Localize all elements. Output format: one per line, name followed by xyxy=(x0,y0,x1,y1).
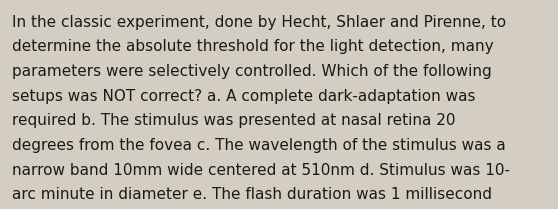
Text: In the classic experiment, done by Hecht, Shlaer and Pirenne, to: In the classic experiment, done by Hecht… xyxy=(12,15,507,30)
Text: parameters were selectively controlled. Which of the following: parameters were selectively controlled. … xyxy=(12,64,492,79)
Text: setups was NOT correct? a. A complete dark-adaptation was: setups was NOT correct? a. A complete da… xyxy=(12,89,476,104)
Text: determine the absolute threshold for the light detection, many: determine the absolute threshold for the… xyxy=(12,39,494,54)
Text: arc minute in diameter e. The flash duration was 1 millisecond: arc minute in diameter e. The flash dura… xyxy=(12,187,492,202)
Text: required b. The stimulus was presented at nasal retina 20: required b. The stimulus was presented a… xyxy=(12,113,456,128)
Text: degrees from the fovea c. The wavelength of the stimulus was a: degrees from the fovea c. The wavelength… xyxy=(12,138,506,153)
Text: narrow band 10mm wide centered at 510nm d. Stimulus was 10-: narrow band 10mm wide centered at 510nm … xyxy=(12,163,510,178)
